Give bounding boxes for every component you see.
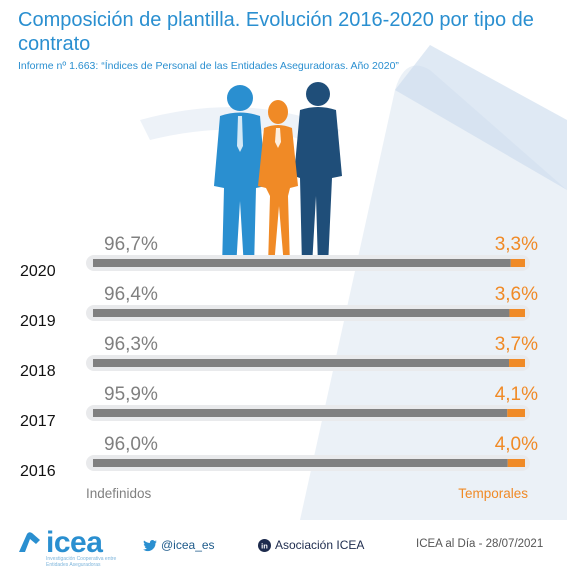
bar-indefinidos [93,459,508,467]
indefinidos-value-label: 96,0% [104,434,158,455]
indefinidos-value-label: 96,4% [104,284,158,305]
indefinidos-value-label: 96,7% [104,234,158,255]
svg-text:in: in [261,542,268,551]
year-label: 2016 [20,463,56,480]
icea-logo[interactable]: icea Investigación Cooperativa entre Ent… [16,526,126,568]
bar-temporales [507,459,525,467]
year-label: 2020 [20,263,56,280]
chart-subtitle: Informe nº 1.663: “Índices de Personal d… [18,60,399,72]
temporales-value-label: 3,6% [495,284,538,305]
year-label: 2017 [20,413,56,430]
temporales-value-label: 3,7% [495,334,538,355]
year-label: 2018 [20,363,56,380]
chart-title: Composición de plantilla. Evolución 2016… [18,9,534,55]
temporales-value-label: 4,0% [495,434,538,455]
legend-temporales: Temporales [458,486,528,501]
bar-temporales [509,359,525,367]
linkedin-link[interactable]: in Asociación ICEA [258,538,365,553]
twitter-handle: @icea_es [161,538,215,552]
bar-indefinidos [93,259,511,267]
bar-temporales [507,409,525,417]
brand-name: icea [46,526,103,559]
bar-temporales [509,309,525,317]
business-people-illustration [214,82,342,268]
linkedin-icon: in [258,539,271,553]
bar-indefinidos [93,409,508,417]
footer: icea Investigación Cooperativa entre Ent… [0,520,567,568]
indefinidos-value-label: 96,3% [104,334,158,355]
brand-tagline: Investigación Cooperativa entre Entidade… [46,556,117,568]
icea-logo-icon [19,532,40,552]
twitter-link[interactable]: @icea_es [143,538,215,552]
temporales-value-label: 4,1% [495,384,538,405]
bar-temporales [510,259,525,267]
indefinidos-value-label: 95,9% [104,384,158,405]
year-label: 2019 [20,313,56,330]
legend-indefinidos: Indefinidos [86,486,152,501]
bar-indefinidos [93,359,510,367]
date-credit: ICEA al Día - 28/07/2021 [416,538,544,550]
bird-icon [143,539,157,551]
bar-indefinidos [93,309,510,317]
temporales-value-label: 3,3% [495,234,538,255]
linkedin-name: Asociación ICEA [275,538,365,552]
